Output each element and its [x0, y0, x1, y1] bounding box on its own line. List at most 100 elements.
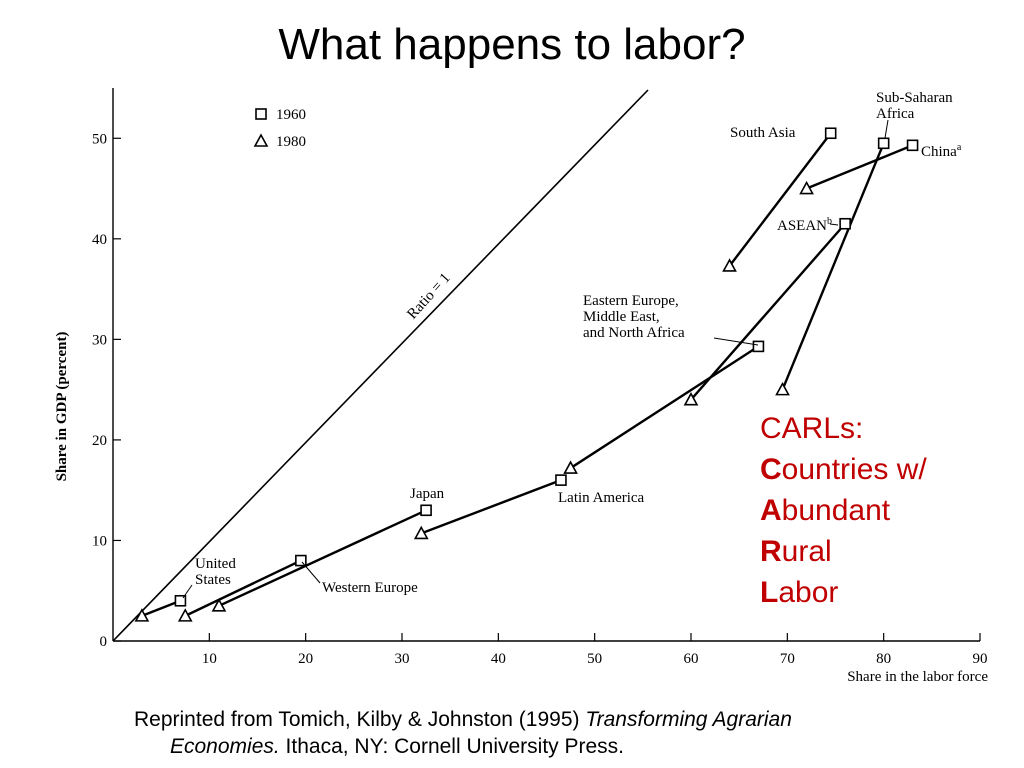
- marker-1980-south-asia: [722, 258, 737, 272]
- carls-callout: CARLs: Countries w/ Abundant Rural Labor: [760, 408, 927, 613]
- carls-rest: bundant: [781, 494, 891, 527]
- connector-western-europe: [184, 559, 302, 617]
- carls-heading: CARLs:: [760, 412, 864, 445]
- label-line: Japan: [410, 486, 445, 502]
- marker-1960-eastern-europe-middle-east-and-north-africa: [752, 340, 765, 353]
- legend-marker-triangle: [253, 133, 269, 147]
- x-tick-label: 20: [298, 651, 313, 667]
- marker-1980-eastern-europe-middle-east-and-north-africa: [563, 460, 578, 474]
- marker-1980-western-europe: [177, 608, 193, 622]
- legend-label: 1960: [276, 107, 306, 123]
- label-japan: Japan: [410, 486, 445, 502]
- marker-1960-latin-america: [555, 474, 567, 486]
- x-tick-label: 40: [491, 651, 506, 667]
- marker-1980-japan: [211, 598, 227, 612]
- leader-sub-saharan: [884, 119, 889, 139]
- citation-prefix: Reprinted from Tomich, Kilby & Johnston …: [134, 708, 586, 731]
- carls-line-2: Abundant: [760, 490, 927, 531]
- label-line: Western Europe: [322, 580, 418, 596]
- label-line: States: [195, 572, 231, 588]
- x-tick-label: 90: [973, 651, 988, 667]
- label-western-europe: Western Europe: [322, 580, 418, 596]
- y-tick-label: 30: [92, 332, 107, 348]
- label-line: and North Africa: [583, 325, 685, 341]
- x-tick-label: 80: [876, 651, 891, 667]
- marker-1960-china: [906, 139, 919, 152]
- label-superscript: b: [827, 216, 832, 227]
- label-china: Chinaa: [921, 142, 962, 160]
- axes: 10 20 30 40 50 60 70 80 90 0 10 20 30 40 50 Share in th…: [54, 88, 988, 685]
- carls-initial: C: [760, 453, 782, 486]
- label-superscript: a: [957, 142, 962, 153]
- carls-rest: ural: [781, 535, 832, 568]
- marker-1980-asean: [683, 392, 699, 406]
- marker-1960-western-europe: [295, 554, 307, 567]
- label-line: Eastern Europe,: [583, 293, 679, 309]
- connector-united-states: [141, 599, 181, 617]
- x-tick-label: 60: [684, 651, 699, 667]
- y-tick-label: 10: [92, 533, 107, 549]
- carls-rest: abor: [778, 576, 839, 609]
- connector-latin-america: [420, 479, 562, 535]
- legend-marker-square: [255, 108, 267, 120]
- citation: Reprinted from Tomich, Kilby & Johnston …: [134, 706, 994, 760]
- carls-initial: R: [760, 535, 782, 568]
- series-labels: United States Western Europe Japan Latin Ame…: [182, 90, 962, 599]
- label-line: Latin America: [558, 490, 645, 506]
- citation-line-2: Economies. Ithaca, NY: Cornell Universit…: [134, 733, 994, 760]
- y-tick-label: 20: [92, 433, 107, 449]
- ratio-line: [112, 89, 649, 642]
- connector-sub-saharan-africa: [781, 142, 885, 391]
- y-tick-label: 0: [100, 634, 108, 650]
- leader-asean: [829, 223, 839, 226]
- marker-1960-south-asia: [824, 127, 837, 140]
- label-line: Africa: [876, 106, 915, 122]
- label-latin-america: Latin America: [558, 490, 645, 506]
- leader-eastern-europe: [713, 337, 759, 346]
- carls-line-1: Countries w/: [760, 449, 927, 490]
- data-markers: [134, 127, 919, 622]
- x-tick-label: 30: [395, 651, 410, 667]
- y-tick-label: 40: [92, 232, 107, 248]
- label-south-asia: South Asia: [730, 125, 796, 141]
- marker-1960-sub-saharan-africa: [877, 137, 890, 150]
- legend: 1960 1980: [253, 107, 306, 150]
- x-axis-label: Share in the labor force: [847, 669, 988, 685]
- carls-initial: L: [760, 576, 779, 609]
- label-line: ASEAN: [777, 218, 827, 234]
- x-tick-label: 50: [587, 651, 602, 667]
- y-tick-label: 50: [92, 131, 107, 147]
- connector-eastern-europe-middle-east-and-north-africa: [569, 345, 760, 470]
- marker-1960-asean: [839, 217, 851, 230]
- connector-japan: [218, 509, 427, 607]
- label-eastern-europe-middle-east-and-north-africa: Eastern Europe, Middle East, and North Afr…: [583, 293, 685, 341]
- citation-title-1: Transforming Agrarian: [585, 708, 792, 731]
- legend-label: 1980: [276, 134, 306, 150]
- label-line: Middle East,: [583, 309, 660, 325]
- marker-1980-united-states: [134, 608, 150, 622]
- carls-line-4: Labor: [760, 572, 927, 613]
- citation-suffix: Ithaca, NY: Cornell University Press.: [279, 735, 625, 758]
- leader-united-states: [182, 584, 193, 599]
- x-tick-label: 10: [202, 651, 217, 667]
- connector-china: [806, 144, 914, 190]
- leader-western-europe: [301, 561, 321, 584]
- label-asean: ASEANb: [777, 216, 832, 234]
- label-line: Sub-Saharan: [876, 90, 953, 106]
- x-tick-label: 70: [780, 651, 795, 667]
- label-sub-saharan-africa: Sub-Saharan Africa: [876, 90, 953, 122]
- connector-south-asia: [728, 132, 832, 267]
- marker-1960-united-states: [174, 594, 187, 607]
- carls-line-3: Rural: [760, 531, 927, 572]
- label-united-states: United States: [195, 556, 236, 588]
- series-connectors: [141, 132, 914, 617]
- y-axis-label: Share in GDP (percent): [54, 332, 70, 482]
- marker-1980-latin-america: [413, 525, 429, 540]
- slide-title: What happens to labor?: [278, 20, 746, 69]
- label-line: South Asia: [730, 125, 796, 141]
- carls-rest: ountries w/: [781, 453, 927, 486]
- label-line: China: [921, 144, 957, 160]
- label-line: United: [195, 556, 236, 572]
- connector-asean: [690, 222, 847, 401]
